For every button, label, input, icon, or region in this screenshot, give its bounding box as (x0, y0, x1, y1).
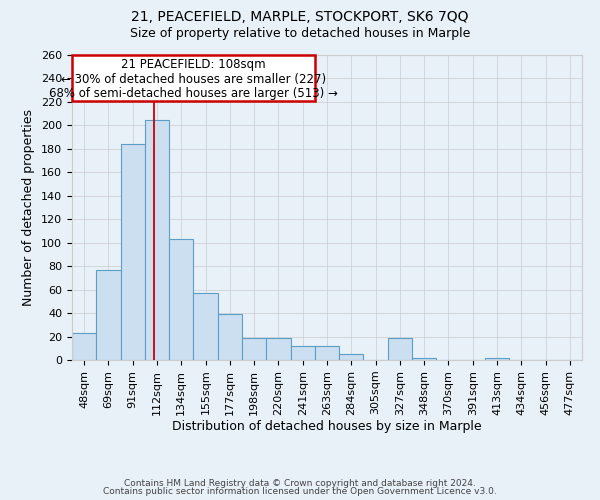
Bar (96, 270, 121, 360)
Bar (388, 338, 412, 360)
Bar (169, 239, 193, 360)
Bar (145, 120, 169, 360)
Bar (485, 358, 509, 360)
Bar (339, 354, 364, 360)
Bar (266, 338, 290, 360)
Y-axis label: Number of detached properties: Number of detached properties (22, 109, 35, 306)
Text: Contains HM Land Registry data © Crown copyright and database right 2024.: Contains HM Land Registry data © Crown c… (124, 478, 476, 488)
X-axis label: Distribution of detached houses by size in Marple: Distribution of detached houses by size … (172, 420, 482, 434)
Text: 68% of semi-detached houses are larger (513) →: 68% of semi-detached houses are larger (… (49, 86, 338, 100)
Bar (218, 314, 242, 360)
Bar (121, 144, 145, 360)
Bar (412, 358, 436, 360)
Text: 21 PEACEFIELD: 108sqm: 21 PEACEFIELD: 108sqm (121, 58, 266, 71)
Text: Size of property relative to detached houses in Marple: Size of property relative to detached ho… (130, 28, 470, 40)
Text: ← 30% of detached houses are smaller (227): ← 30% of detached houses are smaller (22… (61, 72, 326, 86)
Text: 21, PEACEFIELD, MARPLE, STOCKPORT, SK6 7QQ: 21, PEACEFIELD, MARPLE, STOCKPORT, SK6 7… (131, 10, 469, 24)
Bar (72, 333, 96, 360)
Bar (72, 55, 315, 101)
Bar (193, 293, 218, 360)
Bar (290, 346, 315, 360)
Bar (242, 338, 266, 360)
Bar (315, 346, 339, 360)
Text: Contains public sector information licensed under the Open Government Licence v3: Contains public sector information licen… (103, 487, 497, 496)
